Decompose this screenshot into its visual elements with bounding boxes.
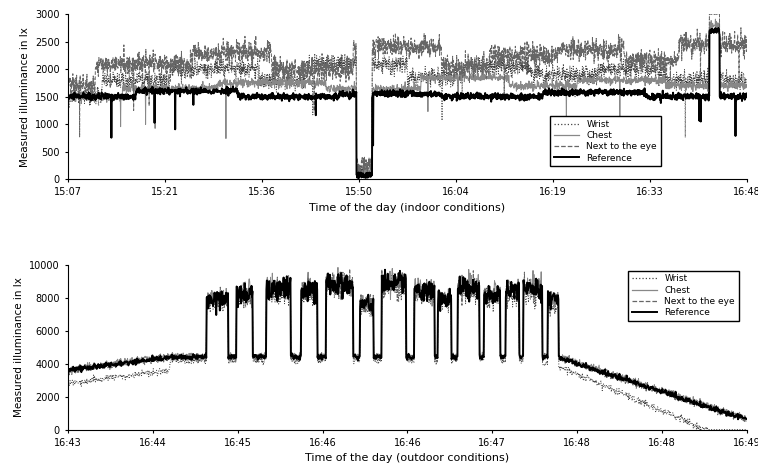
X-axis label: Time of the day (outdoor conditions): Time of the day (outdoor conditions) — [305, 454, 509, 464]
Legend: Wrist, Chest, Next to the eye, Reference: Wrist, Chest, Next to the eye, Reference — [550, 116, 661, 166]
Legend: Wrist, Chest, Next to the eye, Reference: Wrist, Chest, Next to the eye, Reference — [628, 271, 739, 321]
Y-axis label: Measured illuminance in lx: Measured illuminance in lx — [14, 277, 23, 417]
Y-axis label: Measured illuminance in lx: Measured illuminance in lx — [20, 26, 30, 167]
X-axis label: Time of the day (indoor conditions): Time of the day (indoor conditions) — [309, 203, 506, 213]
